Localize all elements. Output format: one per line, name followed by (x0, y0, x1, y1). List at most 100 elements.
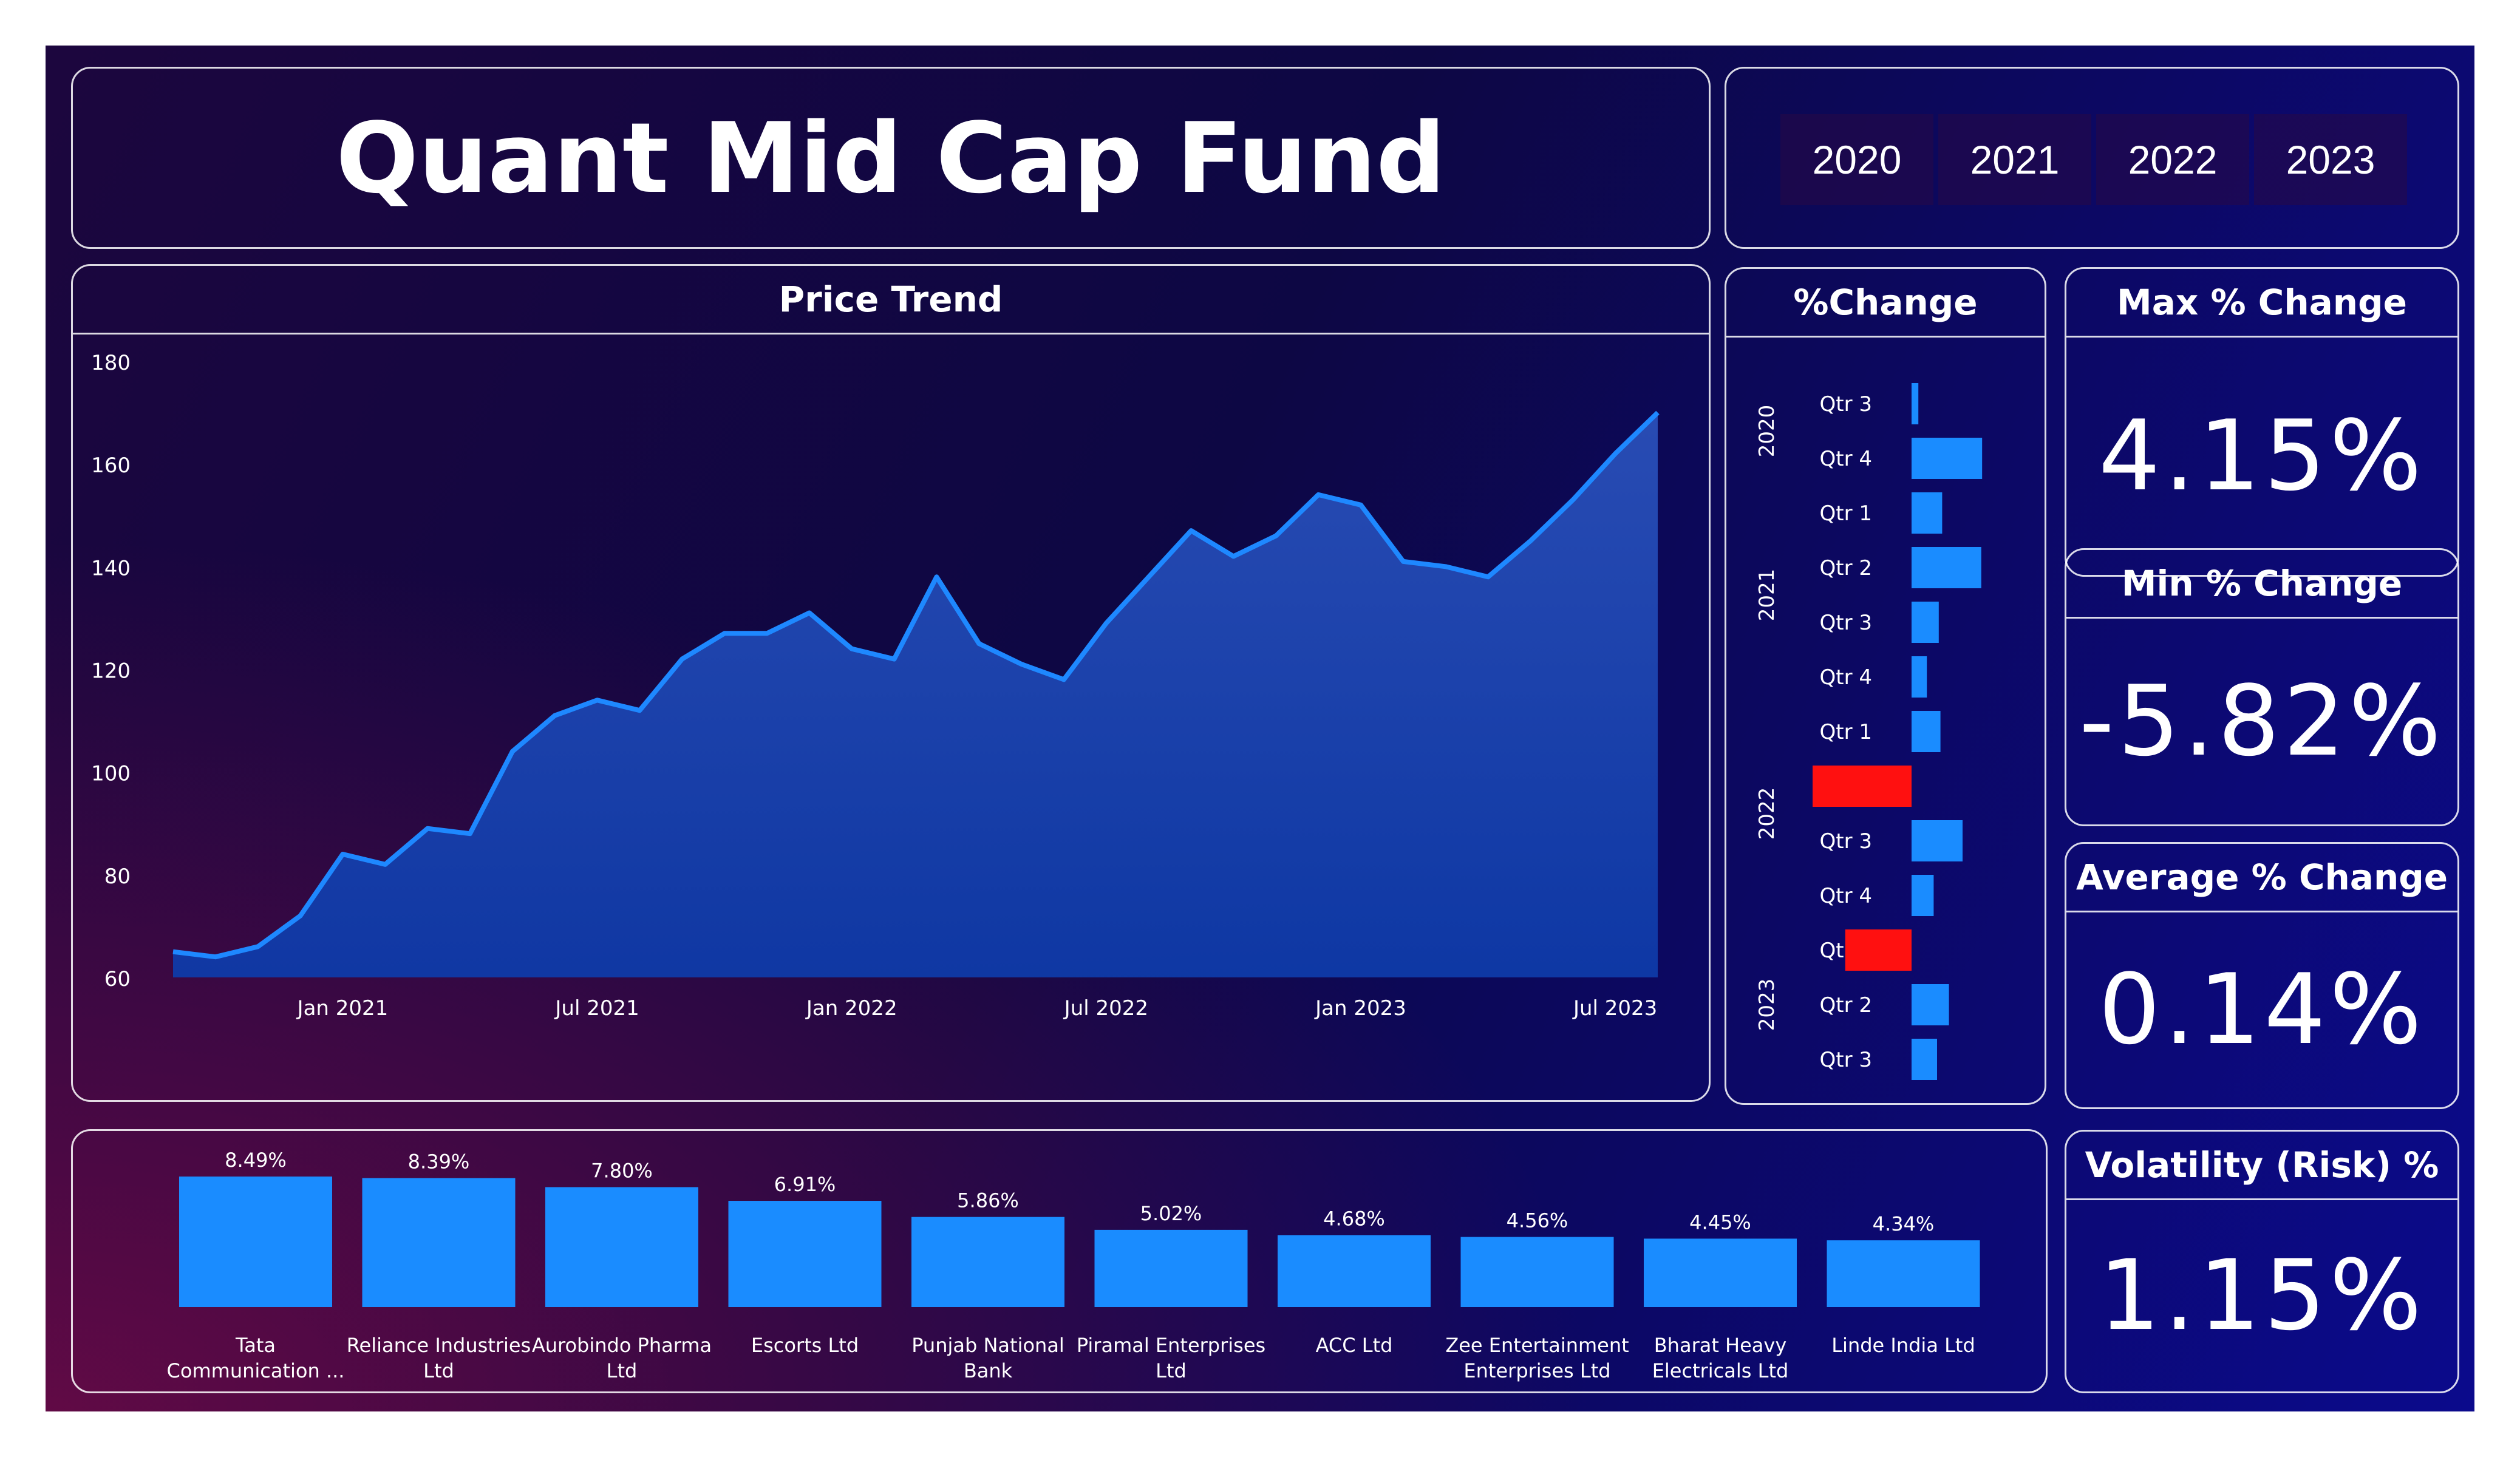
min-change-card: Min % Change -5.82% (2065, 548, 2459, 826)
year-button-2023[interactable]: 2023 (2254, 114, 2407, 205)
holding-name-label: Aurobindo Pharma (532, 1334, 712, 1357)
year-button-2020[interactable]: 2020 (1780, 114, 1933, 205)
max-change-value: 4.15% (2098, 398, 2426, 512)
holding-bar (911, 1217, 1064, 1307)
holding-name-label: Bank (964, 1359, 1013, 1382)
holding-value-label: 5.86% (957, 1189, 1019, 1212)
min-change-label: Min % Change (2066, 550, 2457, 619)
holding-name-label: Punjab National (911, 1334, 1064, 1357)
pct-change-bar (1912, 711, 1941, 752)
holding-name-label: Electricals Ltd (1652, 1359, 1789, 1382)
price-trend-header: Price Trend (73, 266, 1709, 335)
y-tick-label: 120 (91, 659, 131, 684)
price-trend-chart: 180 160 140 120 100 80 60 Jan 2021 Jul 2021 Jan 2… (91, 351, 1660, 1021)
pct-change-bar (1912, 875, 1934, 916)
year-slicer: 2020 2021 2022 2023 (1778, 114, 2409, 205)
year-button-2022[interactable]: 2022 (2096, 114, 2249, 205)
x-tick-label: Jan 2022 (805, 996, 897, 1021)
x-tick-label: Jan 2021 (296, 996, 389, 1021)
quarter-label: Qtr 4 (1819, 884, 1872, 908)
y-tick-label: 60 (104, 967, 131, 991)
pct-change-chart: Qtr 3 Qtr 4 Qtr 1 Qtr 2 Qtr 3 Qtr 4 Qtr 1 Qtr 2… (1755, 383, 1983, 1080)
quarter-label: Qtr 4 (1819, 447, 1872, 471)
x-tick-label: Jul 2023 (1572, 996, 1657, 1021)
quarter-label: Qtr 3 (1819, 1048, 1872, 1072)
quarter-label: Qtr 3 (1819, 829, 1872, 854)
pct-change-bar (1912, 547, 1981, 588)
y-tick-label: 140 (91, 556, 131, 580)
page-title: Quant Mid Cap Fund (336, 101, 1446, 215)
max-change-card: Max % Change 4.15% (2065, 267, 2459, 577)
quarter-label: Qtr 4 (1819, 665, 1872, 690)
pct-change-bar (1813, 766, 1912, 807)
holding-name-label: Linde India Ltd (1831, 1334, 1975, 1357)
x-tick-label: Jul 2022 (1063, 996, 1148, 1021)
year-button-2021[interactable]: 2021 (1938, 114, 2091, 205)
pct-change-bar (1912, 984, 1949, 1025)
quarter-label: Qtr 2 (1819, 993, 1872, 1017)
pct-change-bar (1912, 438, 1983, 479)
volatility-value: 1.15% (2098, 1238, 2426, 1352)
avg-change-value: 0.14% (2098, 952, 2426, 1066)
pct-change-bar (1912, 820, 1963, 861)
x-tick-label: Jan 2023 (1314, 996, 1406, 1021)
price-trend-card: Price Trend 180 160 140 120 100 80 60 Jan 2021 J… (71, 264, 1711, 1102)
year-group-label: 2020 (1755, 405, 1779, 458)
holding-value-label: 4.68% (1323, 1207, 1385, 1230)
holding-bar (179, 1177, 332, 1307)
pct-change-bar (1912, 602, 1939, 643)
holding-value-label: 8.49% (225, 1149, 287, 1172)
holding-bar (1278, 1235, 1431, 1307)
volatility-label: Volatility (Risk) % (2066, 1132, 2457, 1200)
holding-name-label: Communication ... (167, 1359, 345, 1382)
top-holdings-card: 8.49% Tata Communication ... 8.39% Reliance … (71, 1129, 2048, 1393)
holding-bar (1827, 1240, 1980, 1307)
volatility-card: Volatility (Risk) % 1.15% (2065, 1130, 2459, 1393)
min-change-value: -5.82% (2079, 664, 2445, 778)
holding-name-label: Escorts Ltd (751, 1334, 859, 1357)
holding-bar (1460, 1237, 1614, 1307)
max-change-label: Max % Change (2066, 269, 2457, 338)
quarter-label: Qtr 3 (1819, 611, 1872, 635)
holding-name-label: Tata (235, 1334, 276, 1357)
holding-bar (362, 1178, 516, 1307)
holding-name-label: Reliance Industries (347, 1334, 531, 1357)
x-tick-label: Jul 2021 (554, 996, 639, 1021)
dashboard: Quant Mid Cap Fund 2020 2021 2022 2023 P… (46, 46, 2474, 1411)
holding-name-label: Ltd (607, 1359, 638, 1382)
price-area (173, 412, 1658, 977)
holding-name-label: Bharat Heavy (1654, 1334, 1787, 1357)
holding-name-label: Piramal Enterprises (1077, 1334, 1265, 1357)
holding-name-label: ACC Ltd (1316, 1334, 1393, 1357)
avg-change-label: Average % Change (2066, 844, 2457, 912)
price-line (172, 410, 1660, 960)
pct-change-bar (1912, 1039, 1937, 1080)
pct-change-bar (1912, 492, 1943, 534)
pct-change-header: %Change (1726, 269, 2045, 338)
holding-value-label: 4.45% (1689, 1211, 1751, 1234)
pct-change-bar (1912, 383, 1919, 424)
holding-name-label: Ltd (423, 1359, 454, 1382)
y-tick-label: 180 (91, 351, 131, 375)
holding-value-label: 4.56% (1507, 1209, 1568, 1232)
holding-name-label: Enterprises Ltd (1463, 1359, 1610, 1382)
y-tick-label: 160 (91, 453, 131, 478)
pct-change-bar (1845, 929, 1912, 971)
holding-value-label: 8.39% (408, 1150, 470, 1173)
holding-bar (728, 1201, 882, 1307)
quarter-label: Qtr 1 (1819, 720, 1872, 744)
holding-value-label: 5.02% (1140, 1202, 1202, 1225)
y-tick-label: 100 (91, 762, 131, 786)
pct-change-bar (1912, 656, 1927, 698)
holding-value-label: 7.80% (591, 1159, 653, 1182)
holding-name-label: Ltd (1156, 1359, 1187, 1382)
holding-bar (545, 1187, 698, 1307)
holding-name-label: Zee Entertainment (1445, 1334, 1629, 1357)
holding-value-label: 4.34% (1873, 1212, 1935, 1235)
quarter-label: Qtr 1 (1819, 501, 1872, 526)
quarter-label: Qtr 2 (1819, 556, 1872, 580)
holding-value-label: 6.91% (774, 1173, 836, 1196)
title-card: Quant Mid Cap Fund (71, 67, 1711, 249)
year-group-label: 2021 (1755, 569, 1779, 622)
